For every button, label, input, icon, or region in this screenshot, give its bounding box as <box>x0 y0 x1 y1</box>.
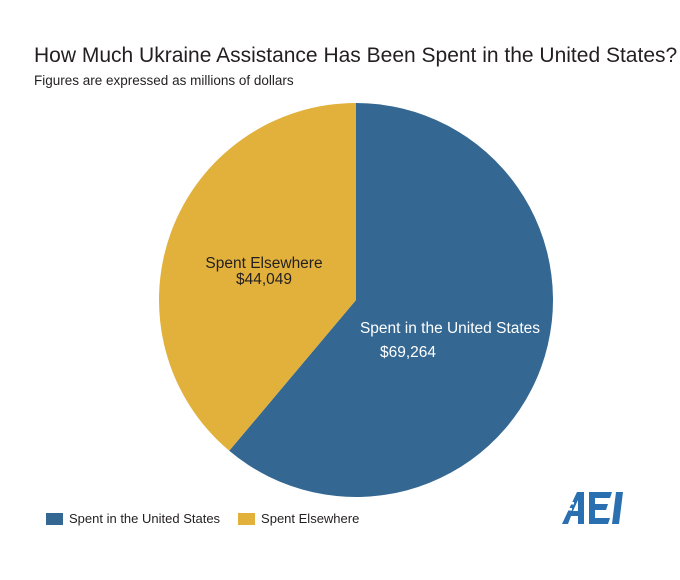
legend-item-elsewhere: Spent Elsewhere <box>238 511 359 526</box>
aei-logo <box>560 492 623 524</box>
legend-label-united-states: Spent in the United States <box>69 511 221 526</box>
slice-spent-elsewhere <box>159 103 356 451</box>
legend-item-united-states: Spent in the United States <box>46 511 220 526</box>
chart-title: How Much Ukraine Assistance Has Been Spe… <box>34 44 678 67</box>
slice-label-elsewhere-name: Spent Elsewhere <box>205 255 322 272</box>
legend-swatch-united-states <box>46 512 63 525</box>
slice-label-united-states-value: $69,264 <box>380 344 436 361</box>
chart-subtitle: Figures are expressed as millions of dol… <box>34 73 294 88</box>
legend: Spent in the United States Spent Elsewhe… <box>46 511 377 526</box>
slice-label-united-states-name: Spent in the United States <box>360 320 540 337</box>
slice-spent-in-united-states <box>229 103 554 498</box>
legend-swatch-elsewhere <box>238 512 256 525</box>
legend-label-elsewhere: Spent Elsewhere <box>261 511 360 526</box>
slice-label-elsewhere-value: $44,049 <box>236 271 292 288</box>
